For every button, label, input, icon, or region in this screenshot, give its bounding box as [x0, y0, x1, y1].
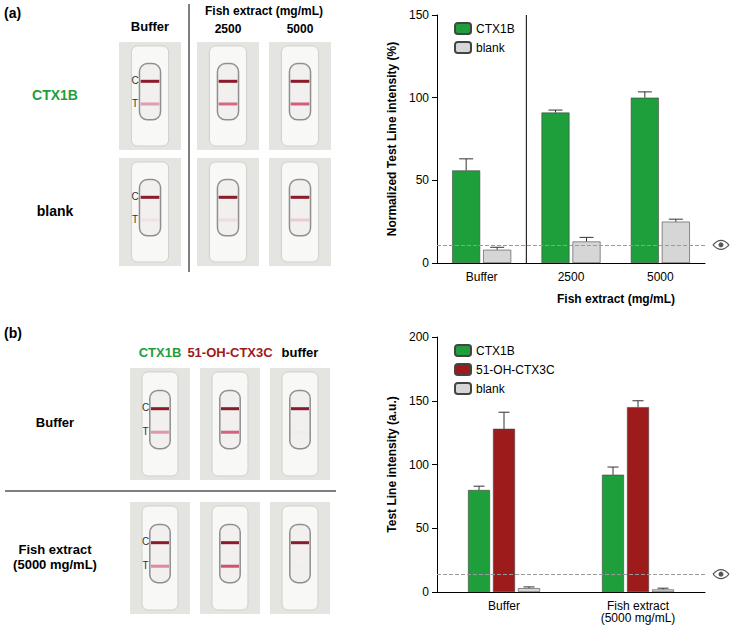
svg-text:5000: 5000 — [287, 22, 314, 36]
svg-text:(b): (b) — [4, 325, 22, 341]
svg-text:Fish extract: Fish extract — [19, 542, 93, 557]
svg-text:Buffer: Buffer — [488, 599, 520, 613]
svg-text:5000: 5000 — [647, 270, 674, 284]
svg-text:150: 150 — [409, 394, 429, 408]
svg-text:Buffer: Buffer — [466, 270, 498, 284]
svg-text:0: 0 — [422, 256, 429, 270]
svg-text:T: T — [132, 98, 138, 109]
svg-text:50: 50 — [416, 173, 430, 187]
svg-text:blank: blank — [476, 41, 506, 55]
svg-text:blank: blank — [476, 382, 506, 396]
svg-text:buffer: buffer — [282, 345, 319, 360]
svg-text:Normalized Test Line intensity: Normalized Test Line intensity (%) — [385, 42, 399, 236]
svg-text:Fish extract (mg/mL): Fish extract (mg/mL) — [205, 4, 323, 18]
svg-text:C: C — [142, 536, 149, 547]
svg-text:2500: 2500 — [558, 270, 585, 284]
svg-text:100: 100 — [409, 458, 429, 472]
svg-text:(5000 mg/mL): (5000 mg/mL) — [13, 557, 97, 572]
svg-text:CTX1B: CTX1B — [476, 344, 515, 358]
svg-text:Test Line intensity (a.u.): Test Line intensity (a.u.) — [385, 396, 399, 532]
svg-text:51-OH-CTX3C: 51-OH-CTX3C — [476, 363, 555, 377]
svg-text:T: T — [132, 214, 138, 225]
svg-text:Buffer: Buffer — [36, 415, 74, 430]
svg-text:Fish extract: Fish extract — [607, 599, 669, 613]
svg-text:51-OH-CTX3C: 51-OH-CTX3C — [187, 345, 273, 360]
svg-text:T: T — [143, 426, 149, 437]
svg-text:50: 50 — [416, 521, 430, 535]
svg-text:C: C — [132, 191, 139, 202]
svg-text:(a): (a) — [4, 5, 21, 21]
svg-text:CTX1B: CTX1B — [139, 345, 182, 360]
svg-text:Fish extract (mg/mL): Fish extract (mg/mL) — [557, 292, 675, 306]
svg-text:200: 200 — [409, 330, 429, 344]
svg-text:100: 100 — [409, 91, 429, 105]
svg-text:CTX1B: CTX1B — [476, 22, 515, 36]
svg-text:150: 150 — [409, 8, 429, 22]
svg-text:2500: 2500 — [215, 22, 242, 36]
svg-text:CTX1B: CTX1B — [32, 87, 78, 103]
svg-text:C: C — [132, 75, 139, 86]
svg-text:Buffer: Buffer — [131, 19, 169, 34]
svg-text:C: C — [142, 402, 149, 413]
svg-text:blank: blank — [37, 203, 74, 219]
svg-text:(5000 mg/mL): (5000 mg/mL) — [601, 611, 676, 625]
svg-text:T: T — [143, 560, 149, 571]
svg-text:0: 0 — [422, 585, 429, 599]
